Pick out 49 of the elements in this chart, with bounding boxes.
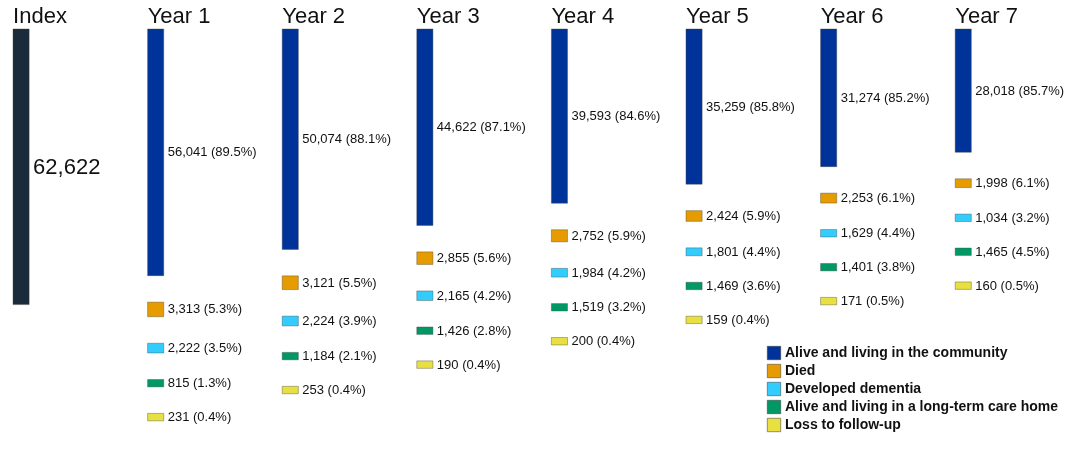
category-label: Year 6 xyxy=(820,2,884,28)
data-label: 1,034 (3.2%) xyxy=(975,209,1050,225)
data-label: 2,752 (5.9%) xyxy=(571,227,646,243)
legend-label: Alive and living in a long-term care home xyxy=(785,398,1059,414)
data-label: 39,593 (84.6%) xyxy=(571,108,661,124)
data-label: 1,984 (4.2%) xyxy=(571,264,646,280)
legend-label: Developed dementia xyxy=(785,380,922,396)
legend-label: Died xyxy=(785,362,816,378)
data-label: 2,424 (5.9%) xyxy=(706,208,781,224)
data-label: 1,401 (3.8%) xyxy=(840,259,916,275)
data-label: 50,074 (88.1%) xyxy=(302,131,392,147)
data-label: 1,469 (3.6%) xyxy=(706,277,781,293)
data-label: 2,253 (6.1%) xyxy=(840,190,916,206)
data-label: 2,855 (5.6%) xyxy=(436,250,512,266)
data-label: 1,629 (4.4%) xyxy=(840,225,916,241)
data-label: 1,426 (2.8%) xyxy=(436,322,512,338)
data-label: 44,622 (87.1%) xyxy=(436,119,526,135)
legend-label: Alive and living in the community xyxy=(785,344,1008,360)
data-label: 2,165 (4.2%) xyxy=(436,287,512,303)
data-label: 1,519 (3.2%) xyxy=(571,299,646,315)
category-label: Year 5 xyxy=(686,2,749,28)
data-label: 3,313 (5.3%) xyxy=(167,301,243,317)
data-label: 1,465 (4.5%) xyxy=(975,243,1050,259)
data-label: 56,041 (89.5%) xyxy=(167,144,257,160)
data-label: 62,622 xyxy=(33,153,101,179)
category-label: Year 4 xyxy=(551,2,615,28)
data-label: 1,801 (4.4%) xyxy=(706,243,781,259)
data-label: 2,224 (3.9%) xyxy=(302,313,377,329)
category-label: Year 1 xyxy=(147,2,211,28)
data-label: 171 (0.5%) xyxy=(840,293,905,309)
data-label: 2,222 (3.5%) xyxy=(167,340,243,356)
data-label: 1,184 (2.1%) xyxy=(302,348,377,364)
data-label: 28,018 (85.7%) xyxy=(975,82,1065,98)
data-label: 815 (1.3%) xyxy=(167,375,232,391)
data-label: 31,274 (85.2%) xyxy=(840,89,930,105)
data-label: 35,259 (85.8%) xyxy=(706,98,795,114)
data-label: 190 (0.4%) xyxy=(436,356,501,372)
data-label: 3,121 (5.5%) xyxy=(302,274,377,290)
data-label: 231 (0.4%) xyxy=(167,409,232,425)
category-label: Year 2 xyxy=(282,2,346,28)
category-label: Index xyxy=(13,2,67,28)
data-label: 160 (0.5%) xyxy=(975,277,1039,293)
data-label: 1,998 (6.1%) xyxy=(975,175,1050,191)
data-label: 253 (0.4%) xyxy=(302,382,366,398)
category-label: Year 7 xyxy=(955,2,1019,28)
data-label: 159 (0.4%) xyxy=(706,311,770,327)
legend-label: Loss to follow-up xyxy=(785,416,901,432)
category-label: Year 3 xyxy=(416,2,480,28)
data-label: 200 (0.4%) xyxy=(571,333,636,349)
